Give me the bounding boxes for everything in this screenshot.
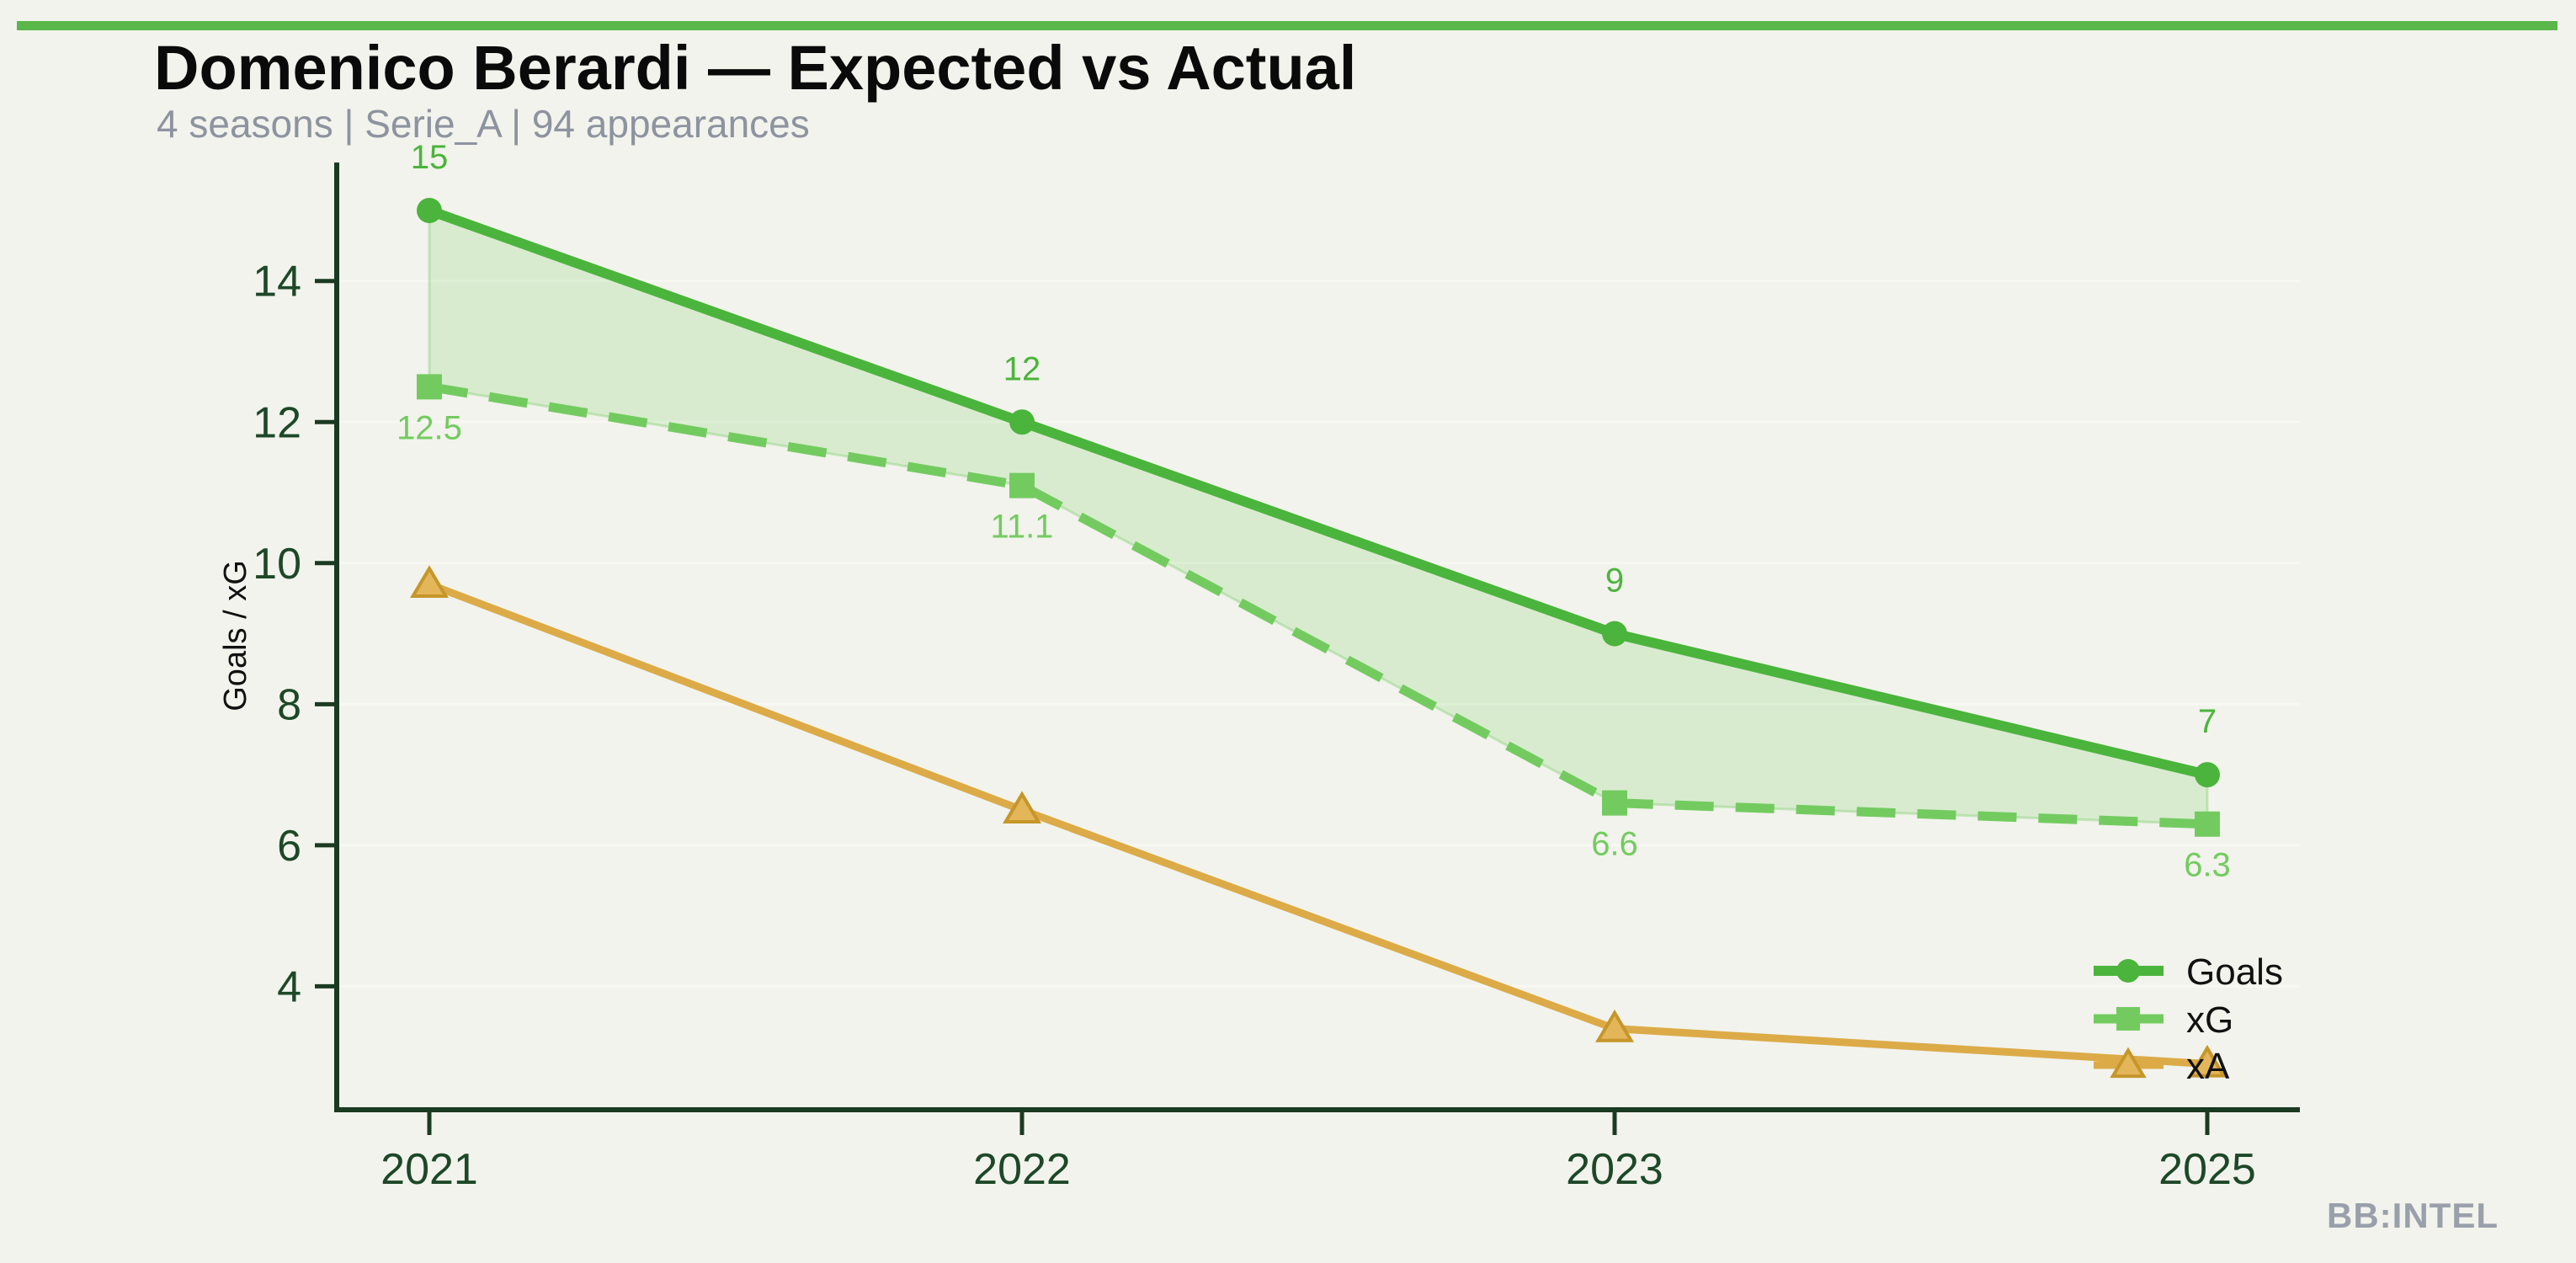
goals-marker [1009,409,1035,435]
xg-value-label: 6.3 [2184,847,2231,884]
y-tick-label: 4 [277,962,301,1011]
xg-marker [2195,811,2220,837]
x-tick-label: 2021 [381,1145,478,1194]
chart-subtitle: 4 seasons | Serie_A | 94 appearances [157,102,810,146]
goals-value-label: 12 [1003,350,1041,387]
goals-marker [1602,621,1627,647]
legend-label-xg: xG [2186,999,2233,1041]
axes [334,163,2300,1112]
brand-watermark: BB:INTEL [2327,1196,2499,1235]
goals-value-label: 15 [411,139,449,176]
legend-marker-xa [2110,1047,2147,1079]
y-tick-label: 10 [253,540,301,589]
accent-bar [17,21,2557,30]
xa-marker [1594,1010,1635,1042]
y-tick-label: 8 [277,680,301,729]
xg-value-label: 11.1 [991,509,1054,546]
xa-marker [409,565,450,598]
xa-marker [1002,791,1042,824]
x-tick-label: 2025 [2158,1145,2256,1194]
legend-label-goals: Goals [2186,951,2283,993]
legend-marker-goals [2116,959,2140,983]
goals-marker [417,197,442,223]
xg-marker [1009,472,1035,498]
xa-line [428,580,2208,1068]
xg-marker [417,374,442,400]
legend-marker-xg [2116,1007,2140,1031]
xg-value-label: 6.6 [1591,826,1638,863]
xg-value-label: 12.5 [397,409,462,446]
goals-marker [2195,762,2220,788]
xg-marker [1602,790,1627,816]
xa-marker [2187,1044,2227,1078]
goals-value-label: 7 [2198,703,2217,740]
y-tick-label: 6 [277,822,301,871]
y-axis-title: Goals / xG [218,560,253,711]
chart-title: Domenico Berardi — Expected vs Actual [154,33,1357,103]
x-tick-label: 2022 [973,1145,1071,1194]
y-tick-label: 12 [253,398,301,447]
goals-value-label: 9 [1605,562,1624,600]
goals-line [427,205,2209,780]
xg-line [428,381,2208,829]
y-tick-label: 14 [253,258,301,306]
legend-label-xa: xA [2186,1046,2230,1087]
x-tick-label: 2023 [1566,1145,1663,1194]
